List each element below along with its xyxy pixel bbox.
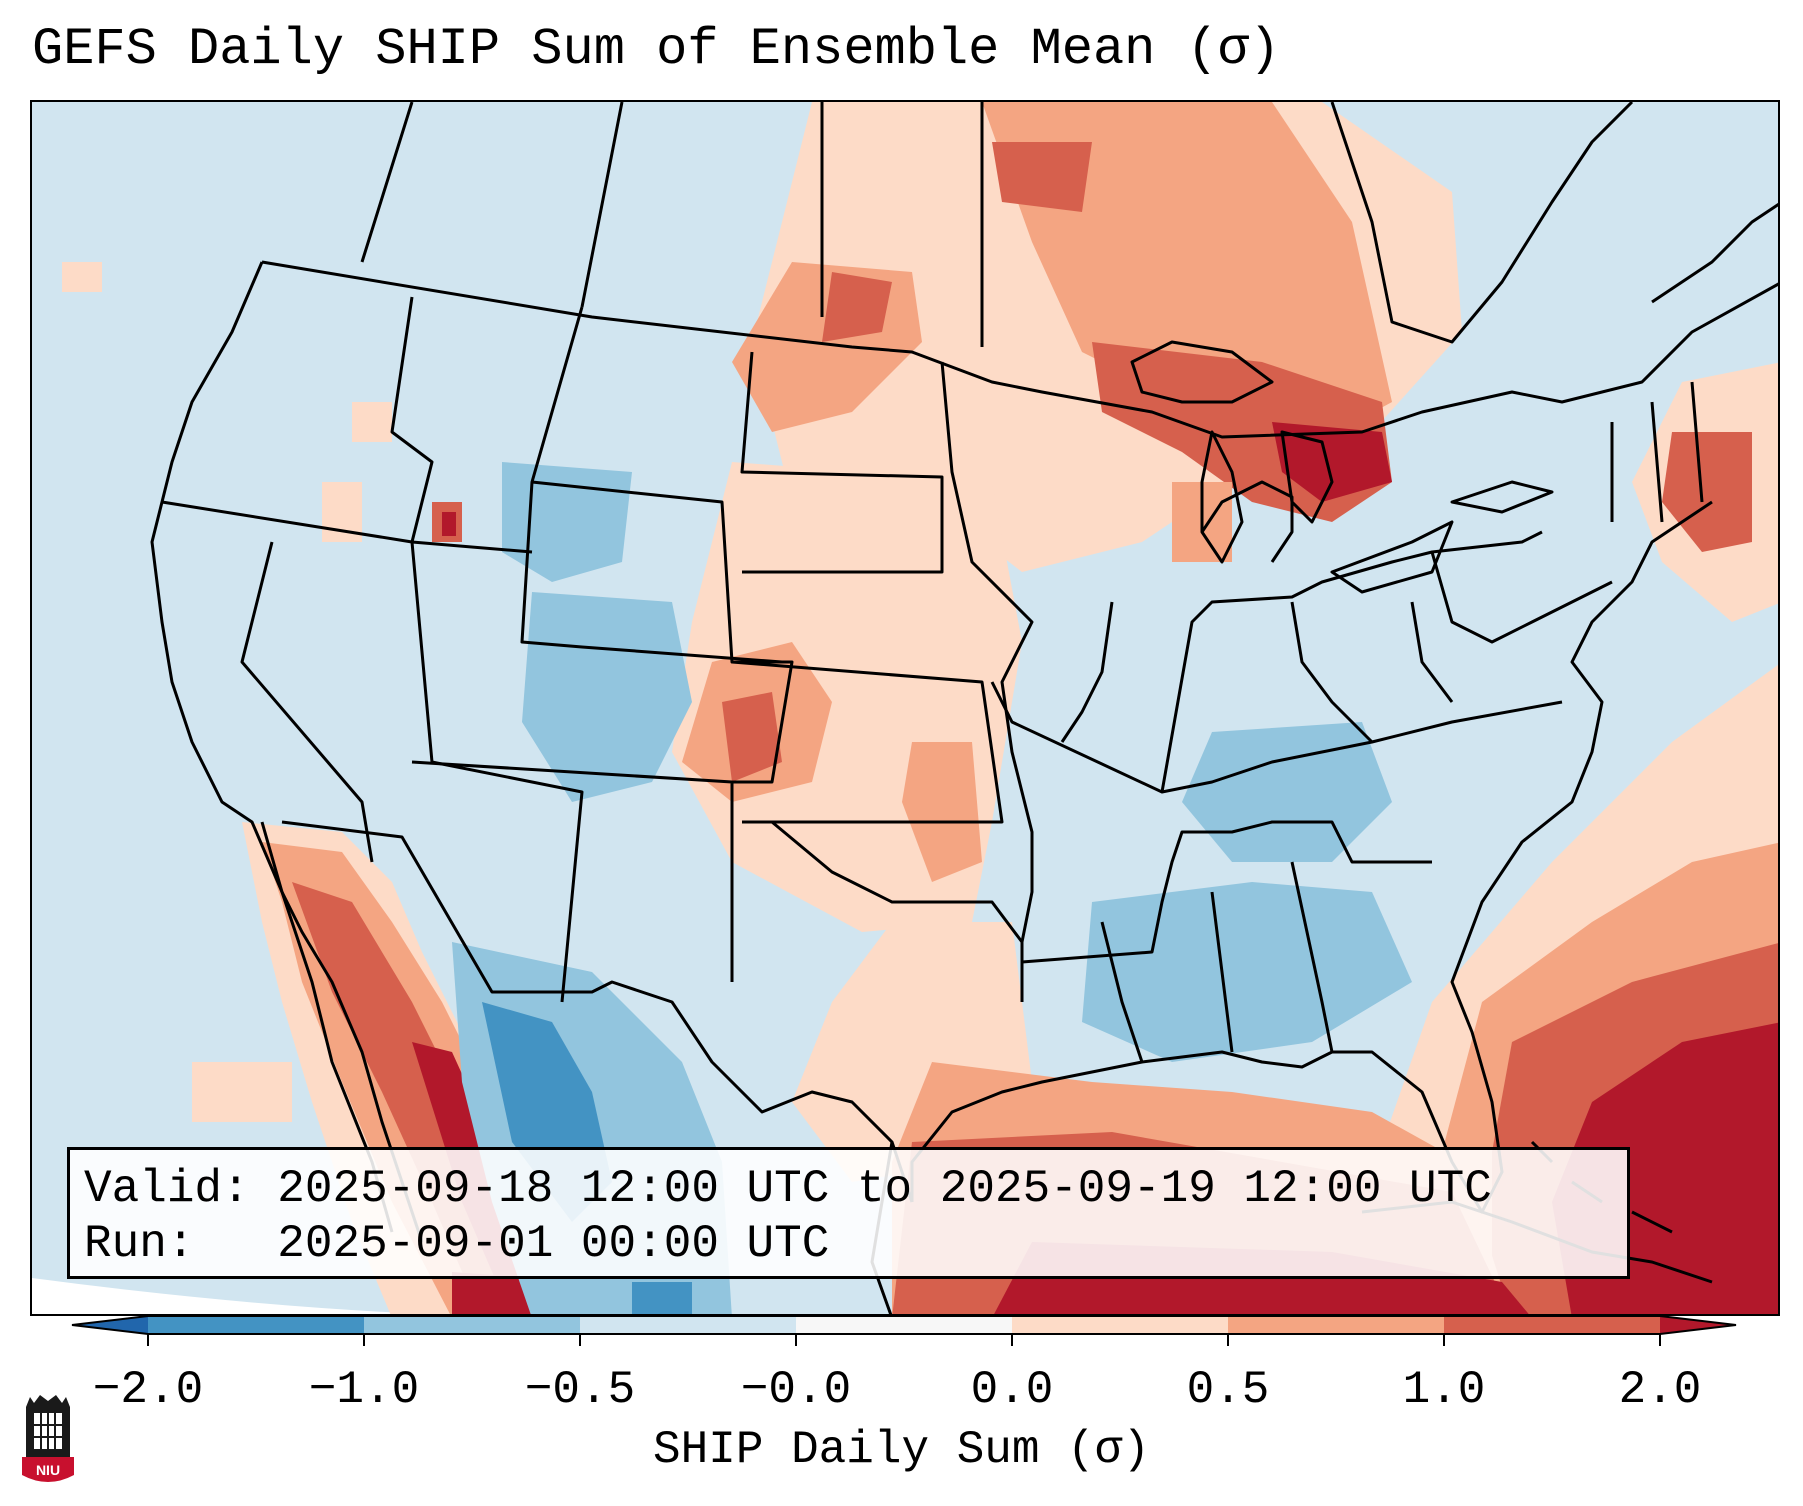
map-panel <box>30 100 1780 1316</box>
colorbar-tick-label: −0.5 <box>524 1364 636 1416</box>
colorbar-bin-1 <box>148 1316 364 1334</box>
colorbar-label: SHIP Daily Sum (σ) <box>653 1424 1150 1476</box>
mexico-border <box>281 820 914 1203</box>
projection-edge <box>32 1278 424 1314</box>
valid-run-info-box: Valid: 2025-09-18 12:00 UTC to 2025-09-1… <box>67 1147 1630 1279</box>
colorbar-ticks <box>147 1334 1661 1346</box>
valid-value: 2025-09-18 12:00 UTC to 2025-09-19 12:00… <box>277 1163 1492 1215</box>
colorbar-bin-3 <box>580 1316 796 1334</box>
niu-logo-icon: NIU <box>22 1395 74 1482</box>
colorbar-bin-2 <box>364 1316 580 1334</box>
run-value: 2025-09-01 00:00 UTC <box>277 1218 830 1270</box>
colorbar-over-triangle <box>1660 1316 1736 1334</box>
svg-text:NIU: NIU <box>36 1462 60 1478</box>
colorbar <box>71 1316 1737 1346</box>
colorbar-tick-label: −2.0 <box>92 1364 204 1416</box>
canada-border <box>261 260 1778 439</box>
colorbar-tick-label: 0.0 <box>970 1364 1054 1416</box>
colorbar-tick-label: −1.0 <box>308 1364 420 1416</box>
valid-label: Valid: <box>84 1163 250 1215</box>
colorbar-tick-label: 0.5 <box>1186 1364 1270 1416</box>
colorbar-bin-4 <box>796 1316 1012 1334</box>
colorbar-tick-label: 1.0 <box>1402 1364 1486 1416</box>
anomaly-field <box>62 102 1778 1314</box>
colorbar-under-triangle <box>72 1316 148 1334</box>
colorbar-tick-label: −0.0 <box>740 1364 852 1416</box>
colorbar-bin-7 <box>1444 1316 1660 1334</box>
west-coast <box>150 261 424 1243</box>
map-canvas <box>32 102 1778 1314</box>
colorbar-bin-6 <box>1228 1316 1444 1334</box>
map-title: GEFS Daily SHIP Sum of Ensemble Mean (σ) <box>32 20 1281 79</box>
run-label: Run: <box>84 1218 195 1270</box>
colorbar-bin-5 <box>1012 1316 1228 1334</box>
colorbar-tick-label: 2.0 <box>1618 1364 1702 1416</box>
